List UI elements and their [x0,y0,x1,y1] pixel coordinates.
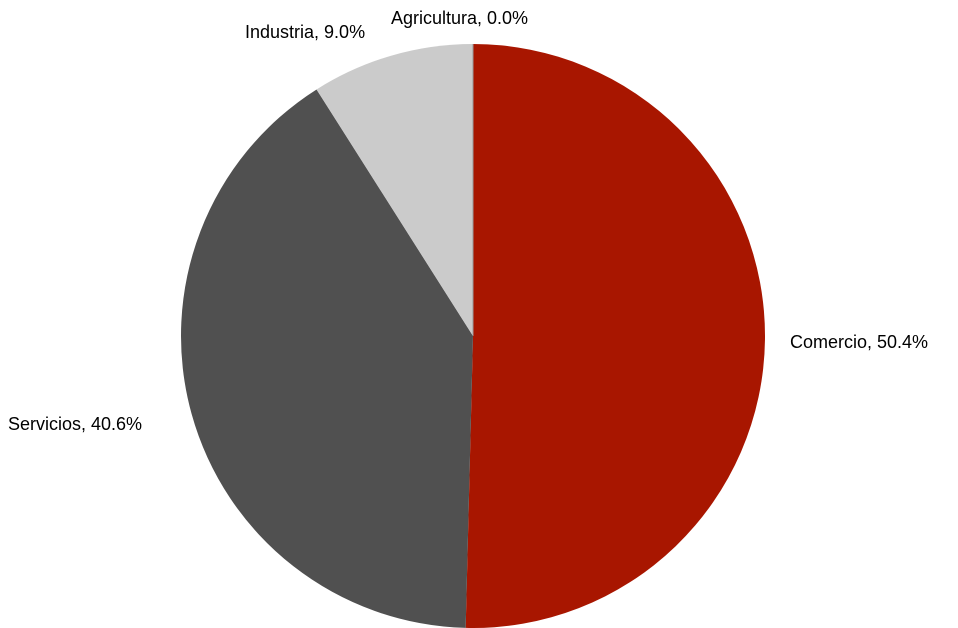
slice-label-agricultura: Agricultura, 0.0% [391,8,528,28]
pie-slice-servicios [181,89,473,628]
pie-slice-comercio [465,44,765,628]
pie-slice-industria [316,44,473,336]
slice-label-industria: Industria, 9.0% [245,22,365,42]
slice-label-servicios: Servicios, 40.6% [8,414,142,434]
pie-slices [181,44,765,628]
slice-label-comercio: Comercio, 50.4% [790,332,928,352]
pie-labels: Comercio, 50.4% Servicios, 40.6% Industria… [8,8,928,434]
